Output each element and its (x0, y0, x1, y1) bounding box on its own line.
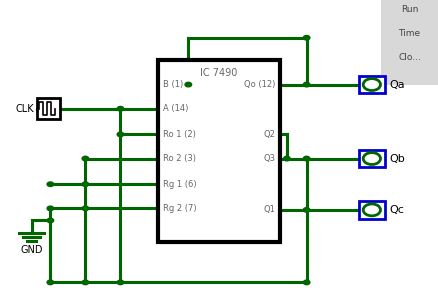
Circle shape (303, 36, 310, 40)
Text: Qb: Qb (390, 153, 406, 164)
Text: Q1: Q1 (263, 205, 275, 214)
Circle shape (47, 218, 53, 223)
Text: Ro 2 (3): Ro 2 (3) (163, 154, 196, 163)
Bar (37, 98, 60, 119)
Circle shape (303, 82, 310, 87)
Bar (359, 76, 385, 93)
Circle shape (117, 107, 124, 111)
Circle shape (303, 280, 310, 284)
Text: B (1): B (1) (163, 80, 183, 89)
Text: Clo...: Clo... (398, 53, 421, 62)
Circle shape (82, 182, 88, 186)
Text: GND: GND (20, 245, 43, 255)
Circle shape (283, 156, 290, 161)
Circle shape (303, 208, 310, 212)
Circle shape (47, 280, 53, 284)
Circle shape (82, 206, 88, 211)
Text: Qc: Qc (390, 205, 405, 215)
Circle shape (117, 280, 124, 284)
Circle shape (303, 156, 310, 161)
Bar (359, 150, 385, 167)
Circle shape (47, 206, 53, 211)
Circle shape (117, 132, 124, 137)
Text: Time: Time (399, 29, 420, 38)
Circle shape (47, 182, 53, 186)
Bar (158, 60, 280, 242)
Text: Rg 2 (7): Rg 2 (7) (163, 204, 197, 213)
Text: Q3: Q3 (263, 154, 275, 163)
Bar (381, 0, 438, 85)
Circle shape (185, 82, 192, 87)
Bar (359, 201, 385, 219)
Text: CLK: CLK (15, 104, 34, 114)
Text: A (14): A (14) (163, 104, 188, 113)
Circle shape (82, 156, 88, 161)
Text: Qo (12): Qo (12) (244, 80, 275, 89)
Text: IC 7490: IC 7490 (200, 68, 238, 78)
Text: Q2: Q2 (263, 130, 275, 139)
Text: Qa: Qa (390, 79, 406, 90)
Text: Ro 1 (2): Ro 1 (2) (163, 130, 196, 139)
Circle shape (82, 280, 88, 284)
Text: Rg 1 (6): Rg 1 (6) (163, 180, 197, 189)
Text: Run: Run (401, 5, 418, 14)
